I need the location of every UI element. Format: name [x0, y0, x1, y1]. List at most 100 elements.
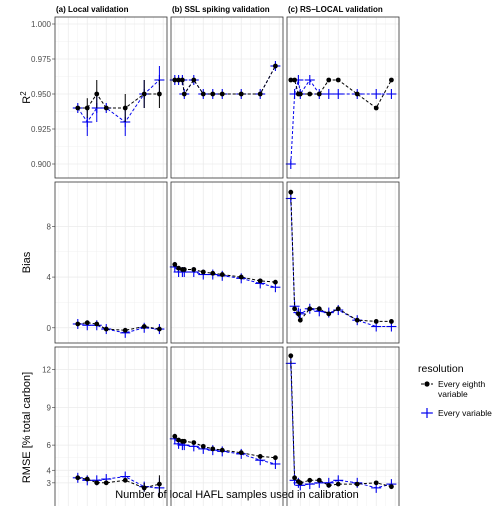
- data-point-every: [333, 89, 344, 99]
- data-point-eighth: [292, 475, 297, 481]
- data-point-eighth: [316, 477, 322, 483]
- panel-r2-2: [169, 16, 284, 179]
- data-point-eighth: [210, 91, 216, 97]
- data-point-eighth: [373, 105, 379, 111]
- data-point-eighth: [210, 270, 216, 276]
- y-tick-label-r2: 0.925: [31, 125, 52, 134]
- data-point-eighth: [273, 279, 278, 285]
- data-point-eighth: [219, 91, 225, 97]
- data-point-eighth: [354, 481, 360, 487]
- data-point-eighth: [389, 484, 394, 490]
- panel-bias-3: [285, 181, 400, 344]
- legend-eighth-label-line2: variable: [438, 389, 468, 399]
- y-tick-label-rmse: 9: [47, 403, 52, 412]
- data-point-eighth: [297, 317, 303, 323]
- data-point-eighth: [210, 446, 216, 452]
- data-point-eighth: [307, 306, 313, 312]
- data-point-eighth: [75, 475, 81, 481]
- data-point-eighth: [297, 91, 303, 97]
- y-tick-label-rmse: 3: [47, 479, 52, 488]
- panel-border: [170, 16, 284, 179]
- data-point-eighth: [257, 454, 263, 459]
- data-point-eighth: [307, 477, 313, 483]
- data-point-eighth: [176, 265, 181, 271]
- data-point-eighth: [157, 326, 162, 332]
- y-tick-label-rmse: 12: [42, 366, 51, 375]
- panel-r2-1: [54, 16, 168, 179]
- panel-background: [287, 17, 399, 178]
- panel-r2-3: [285, 16, 400, 179]
- y-axis-title-rmse: RMSE [% total carbon]: [21, 372, 33, 483]
- data-point-eighth: [181, 267, 187, 272]
- data-point-eighth: [273, 63, 278, 69]
- panel-border: [54, 181, 168, 344]
- data-point-eighth: [172, 433, 178, 439]
- data-point-eighth: [122, 105, 128, 111]
- data-point-eighth: [389, 77, 394, 83]
- data-point-eighth: [257, 278, 263, 284]
- panel-border: [170, 181, 284, 344]
- data-point-eighth: [354, 317, 360, 323]
- data-point-eighth: [179, 77, 185, 83]
- series-line-every: [290, 198, 392, 327]
- data-point-eighth: [219, 447, 225, 453]
- data-point-eighth: [373, 319, 379, 324]
- data-point-eighth: [335, 481, 341, 487]
- data-point-every: [371, 89, 382, 99]
- data-point-eighth: [326, 482, 332, 488]
- data-point-eighth: [295, 311, 301, 317]
- y-tick-label-r2: 0.950: [31, 90, 52, 99]
- data-point-eighth: [335, 77, 341, 83]
- panel-border: [286, 181, 400, 344]
- panel-border: [170, 346, 284, 506]
- panel-border: [54, 346, 168, 506]
- data-point-eighth: [238, 450, 244, 456]
- panel-border: [286, 16, 400, 179]
- data-point-eighth: [326, 311, 332, 317]
- panel-background: [287, 347, 399, 506]
- data-point-eighth: [307, 91, 313, 97]
- legend-eighth-label-line1: Every eighth: [438, 379, 486, 389]
- data-point-eighth: [176, 437, 181, 443]
- data-point-eighth: [172, 77, 178, 83]
- data-point-eighth: [181, 91, 187, 97]
- data-point-eighth: [200, 269, 206, 275]
- column-title-a: (a) Local validation: [56, 5, 129, 14]
- data-point-eighth: [219, 272, 225, 277]
- data-point-eighth: [181, 438, 187, 444]
- data-point-every: [82, 117, 93, 127]
- legend-title: resolution: [418, 363, 464, 375]
- y-tick-label-r2: 1.000: [31, 20, 52, 29]
- data-point-eighth: [84, 476, 90, 482]
- data-point-eighth: [326, 77, 332, 83]
- legend: resolution Every eighth variable Every v…: [418, 363, 492, 418]
- data-point-eighth: [103, 105, 109, 111]
- data-point-eighth: [354, 91, 360, 97]
- y-tick-label-r2: 0.900: [31, 160, 52, 169]
- data-point-every: [304, 75, 315, 85]
- panel-background: [171, 17, 283, 178]
- panel-bias-1: [54, 181, 168, 344]
- data-point-eighth: [297, 480, 303, 486]
- data-point-eighth: [238, 274, 244, 280]
- data-point-eighth: [176, 77, 181, 83]
- data-point-eighth: [94, 321, 100, 327]
- data-point-eighth: [122, 327, 128, 333]
- data-point-eighth: [316, 306, 322, 312]
- data-point-eighth: [273, 455, 278, 461]
- series-line-eighth: [290, 79, 392, 109]
- panel-rmse-2: [169, 346, 284, 506]
- y-tick-label-rmse: 6: [47, 441, 52, 450]
- data-point-eighth: [191, 440, 197, 445]
- data-point-eighth: [191, 267, 197, 272]
- data-point-eighth: [200, 91, 206, 97]
- y-tick-label-rmse: 4: [47, 466, 52, 475]
- legend-every-label: Every variable: [438, 408, 492, 418]
- data-point-eighth: [191, 77, 197, 83]
- data-point-eighth: [84, 320, 90, 326]
- data-point-eighth: [292, 306, 297, 312]
- y-tick-label-bias: 0: [47, 324, 52, 333]
- data-point-every: [386, 89, 397, 99]
- data-point-eighth: [200, 443, 206, 449]
